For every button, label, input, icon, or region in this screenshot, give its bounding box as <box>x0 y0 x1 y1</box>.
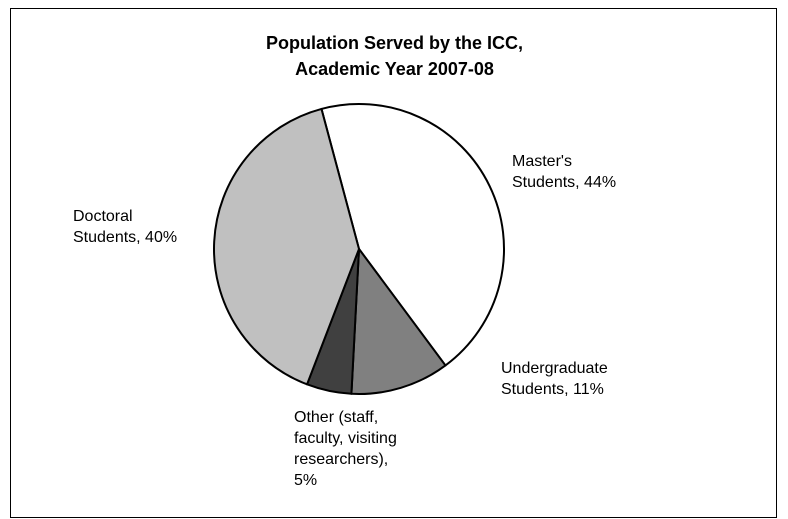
slice-label-undergraduate-line-1: Undergraduate <box>501 360 608 377</box>
slice-label-other-line-1: Other (staff, <box>294 409 379 426</box>
slice-label-doctoral-line-1: Doctoral <box>73 208 133 225</box>
slice-label-masters-line-2: Students, 44% <box>512 174 617 191</box>
slice-label-other: Other (staff, faculty, visiting research… <box>294 407 397 491</box>
chart-frame: Population Served by the ICC, Academic Y… <box>10 8 777 518</box>
chart-title-line-1: Population Served by the ICC, <box>265 33 524 53</box>
pie-slice-undergraduate-students <box>350 248 447 395</box>
pie-chart <box>213 103 505 395</box>
slice-label-doctoral: Doctoral Students, 40% <box>73 206 177 248</box>
slice-label-doctoral-line-2: Students, 40% <box>73 229 178 246</box>
pie-slice-master-s-students <box>320 103 505 367</box>
slice-label-undergraduate: Undergraduate Students, 11% <box>501 358 608 400</box>
slice-label-other-line-4: 5% <box>294 472 318 489</box>
slice-label-other-line-2: faculty, visiting <box>294 430 397 447</box>
chart-title-line-2: Academic Year 2007-08 <box>295 59 494 79</box>
chart-title: Population Served by the ICC, Academic Y… <box>11 30 778 82</box>
pie-slice-doctoral-students <box>213 107 360 386</box>
slice-label-other-line-3: researchers), <box>294 451 389 468</box>
slice-label-masters-line-1: Master's <box>512 153 572 170</box>
slice-label-masters: Master's Students, 44% <box>512 151 616 193</box>
pie-slices <box>213 103 505 395</box>
slice-label-undergraduate-line-2: Students, 11% <box>501 381 604 398</box>
